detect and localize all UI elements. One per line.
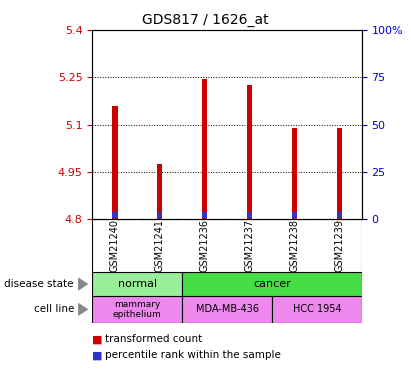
Text: GSM21241: GSM21241 — [155, 219, 165, 272]
Text: mammary
epithelium: mammary epithelium — [113, 300, 162, 319]
Text: HCC 1954: HCC 1954 — [293, 304, 341, 314]
Text: GSM21237: GSM21237 — [245, 219, 254, 272]
Bar — [247, 212, 252, 218]
Text: cancer: cancer — [253, 279, 291, 289]
Text: cell line: cell line — [34, 304, 74, 314]
Text: ■: ■ — [92, 351, 103, 360]
Bar — [202, 79, 207, 219]
Bar — [337, 212, 342, 218]
Text: ■: ■ — [92, 334, 103, 344]
Text: GSM21238: GSM21238 — [289, 219, 299, 272]
Text: GSM21239: GSM21239 — [334, 219, 344, 272]
Bar — [247, 85, 252, 219]
Bar — [292, 128, 297, 219]
Text: percentile rank within the sample: percentile rank within the sample — [105, 351, 281, 360]
Text: normal: normal — [118, 279, 157, 289]
Bar — [182, 272, 362, 296]
Bar — [337, 128, 342, 219]
Bar — [272, 296, 362, 322]
Text: GSM21240: GSM21240 — [110, 219, 120, 272]
Text: disease state: disease state — [5, 279, 74, 289]
Bar — [157, 164, 162, 219]
Text: transformed count: transformed count — [105, 334, 202, 344]
Bar — [112, 106, 118, 219]
Bar — [92, 296, 182, 322]
Bar — [112, 212, 118, 218]
Text: GDS817 / 1626_at: GDS817 / 1626_at — [142, 13, 269, 27]
Bar — [202, 212, 207, 218]
Text: MDA-MB-436: MDA-MB-436 — [196, 304, 259, 314]
Bar — [292, 212, 297, 218]
Bar — [157, 212, 162, 218]
Bar — [92, 272, 182, 296]
Bar — [182, 296, 272, 322]
Text: GSM21236: GSM21236 — [200, 219, 210, 272]
